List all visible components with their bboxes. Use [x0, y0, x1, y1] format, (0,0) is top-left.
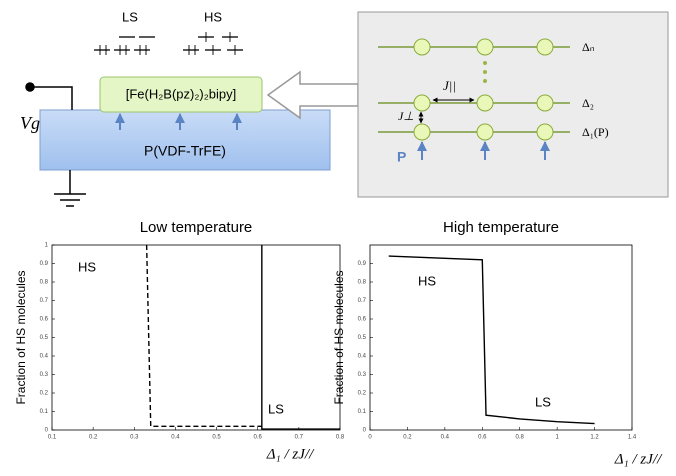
- level-label: Δₙ: [582, 40, 595, 54]
- ellipsis-dots: [483, 61, 487, 83]
- x-axis-label: Δ₁ / zJ//: [266, 446, 315, 462]
- j-perp: J⊥: [398, 109, 414, 123]
- y-tick-label: 0.5: [40, 335, 49, 341]
- x-tick-label: 0.3: [130, 435, 139, 441]
- wiring: [25, 82, 86, 207]
- x-tick-label: 0.2: [403, 435, 412, 441]
- y-tick-label: 0: [45, 428, 49, 434]
- plot-frame: [369, 244, 633, 431]
- y-tick-label: 0.5: [358, 335, 367, 341]
- y-tick-label: 0.3: [358, 372, 367, 378]
- lattice-panel: [357, 11, 669, 198]
- polarization-arrows: [417, 141, 550, 160]
- annotation: LS: [535, 394, 551, 409]
- data-line: [388, 255, 595, 425]
- y-tick-label: 0.4: [40, 354, 49, 360]
- x-axis-label: Δ₁ / zJ//: [614, 451, 663, 467]
- energy-levels: [94, 32, 243, 55]
- x-tick-label: 0.4: [171, 435, 180, 441]
- chart-title: Low temperature: [140, 219, 253, 236]
- level-label: Δ₁(P): [582, 125, 609, 139]
- y-tick-label: 0.3: [40, 372, 49, 378]
- charts: Low temperature Fraction of HS molecules Δ…: [14, 219, 663, 467]
- y-tick-label: 0.6: [40, 317, 49, 323]
- x-tick-label: 0: [368, 435, 372, 441]
- data-line: [145, 244, 262, 427]
- hs-label: HS: [204, 9, 222, 24]
- ls-label: LS: [122, 9, 138, 24]
- molecules: [413, 38, 554, 141]
- x-tick-label: 1.2: [590, 435, 599, 441]
- gate-label: Vg: [20, 113, 40, 133]
- x-tick-label: 0.1: [48, 435, 57, 441]
- annotation: HS: [418, 273, 436, 288]
- x-tick-label: 1.4: [628, 435, 637, 441]
- substrate-label: P(VDF-TrFE): [144, 143, 226, 159]
- y-tick-label: 0.9: [40, 261, 49, 267]
- coupling-arrows: [418, 97, 475, 124]
- annotation: LS: [268, 401, 284, 416]
- y-tick-label: 0.7: [40, 298, 49, 304]
- x-tick-label: 0.4: [441, 435, 450, 441]
- chart-title: High temperature: [443, 219, 559, 236]
- device-schematic: LS HS P(VDF-TrFE) [Fe(H₂B(pz)₂)₂bipy] Vg: [20, 9, 359, 207]
- x-tick-label: 0.8: [336, 435, 345, 441]
- x-tick-label: 1: [555, 435, 559, 441]
- y-tick-label: 0.6: [358, 317, 367, 323]
- annotation: HS: [78, 259, 96, 274]
- y-tick-label: 0.1: [40, 409, 49, 415]
- y-tick-label: 0.2: [40, 391, 49, 397]
- field-arrows: [115, 113, 242, 130]
- y-tick-label: 1: [45, 243, 49, 249]
- polarization-label: P: [397, 149, 406, 165]
- y-tick-label: 0.8: [358, 280, 367, 286]
- y-tick-label: 0.2: [358, 391, 367, 397]
- y-tick-label: 0.1: [358, 409, 367, 415]
- x-tick-label: 0.5: [212, 435, 221, 441]
- j-parallel: J||: [443, 78, 456, 93]
- substrate-box: [39, 109, 331, 171]
- y-axis-label: Fraction of HS molecules: [14, 270, 28, 404]
- x-tick-label: 0.6: [478, 435, 487, 441]
- molecule-box: [99, 76, 263, 113]
- lattice-schematic: J|| J⊥ P Δₙ Δ₂ Δ₁(P): [357, 11, 669, 198]
- x-tick-label: 0.2: [89, 435, 98, 441]
- data-line: [261, 245, 340, 430]
- x-tick-label: 0.7: [295, 435, 304, 441]
- y-tick-label: 0.7: [358, 298, 367, 304]
- y-axis-label: Fraction of HS molecules: [332, 270, 346, 404]
- x-tick-label: 0.8: [516, 435, 525, 441]
- y-tick-label: 0.8: [40, 280, 49, 286]
- y-tick-label: 0: [363, 428, 367, 434]
- level-label: Δ₂: [582, 96, 594, 110]
- y-tick-label: 0.9: [358, 261, 367, 267]
- x-tick-label: 0.6: [254, 435, 263, 441]
- y-tick-label: 0.4: [358, 354, 367, 360]
- molecule-label: [Fe(H₂B(pz)₂)₂bipy]: [126, 86, 237, 101]
